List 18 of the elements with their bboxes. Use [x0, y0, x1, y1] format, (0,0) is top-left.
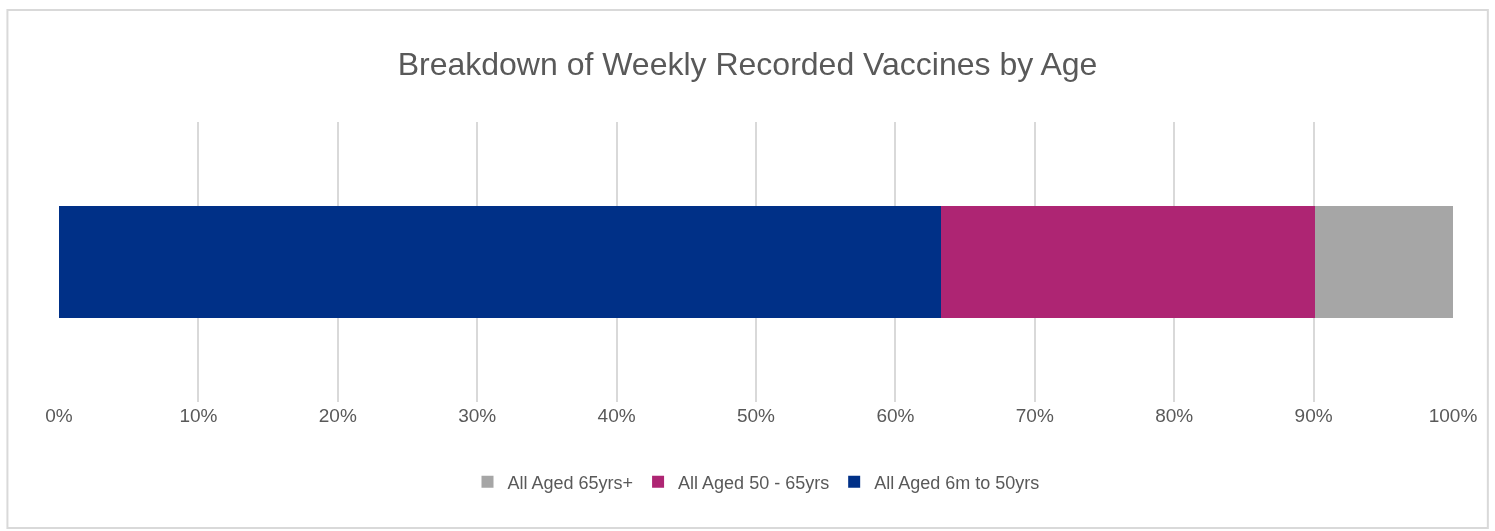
x-tick-label: 10%	[179, 405, 218, 426]
bar	[1314, 206, 1453, 318]
legend-label: All Aged 50 - 65yrs	[678, 472, 830, 493]
legend-label: All Aged 6m to 50yrs	[874, 472, 1040, 493]
bar	[941, 206, 1315, 318]
legend-label: All Aged 65yrs+	[507, 472, 634, 493]
x-tick-label: 50%	[736, 405, 776, 426]
x-tick-label: 100%	[1428, 405, 1478, 426]
chart-title: Breakdown of Weekly Recorded Vaccines by Age	[397, 45, 1098, 82]
x-tick-label: 70%	[1015, 405, 1054, 426]
x-tick-label: 30%	[458, 405, 497, 426]
x-tick-label: 80%	[1155, 405, 1194, 426]
x-tick-label: 20%	[318, 405, 357, 426]
x-tick-label: 0%	[45, 405, 73, 426]
x-tick-label: 90%	[1294, 405, 1333, 426]
x-tick-label: 40%	[597, 405, 636, 426]
x-tick-label: 60%	[876, 405, 915, 426]
bar	[59, 206, 942, 318]
